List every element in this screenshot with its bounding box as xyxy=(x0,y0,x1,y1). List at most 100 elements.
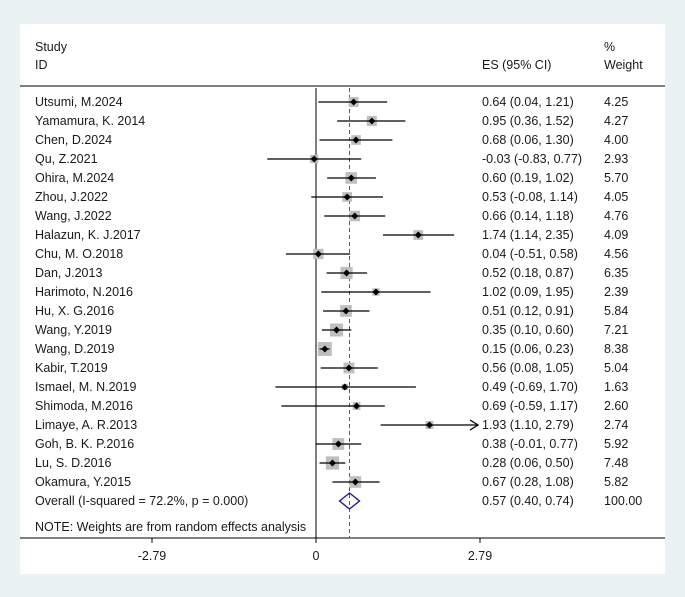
study-label: Wang, J.2022 xyxy=(35,209,112,223)
study-point-estimate xyxy=(321,345,329,353)
study-label: Lu, S. D.2016 xyxy=(35,456,111,470)
study-point-estimate xyxy=(341,383,349,391)
study-weight: 4.09 xyxy=(604,228,628,242)
study-label: Shimoda, M.2016 xyxy=(35,399,133,413)
study-point-estimate xyxy=(310,155,318,163)
study-weight: 5.82 xyxy=(604,475,628,489)
study-point-estimate xyxy=(425,421,433,429)
study-weight: 4.56 xyxy=(604,247,628,261)
study-point-estimate xyxy=(353,402,361,410)
study-weight: 5.84 xyxy=(604,304,628,318)
study-weight: 4.25 xyxy=(604,95,628,109)
header-id: ID xyxy=(35,58,48,72)
study-weight: 1.63 xyxy=(604,380,628,394)
study-weight: 7.48 xyxy=(604,456,628,470)
study-ci: 1.74 (1.14, 2.35) xyxy=(482,228,574,242)
study-ci: 1.02 (0.09, 1.95) xyxy=(482,285,574,299)
ci-arrow-head xyxy=(469,419,480,431)
study-label: Harimoto, N.2016 xyxy=(35,285,133,299)
study-ci: 0.53 (-0.08, 1.14) xyxy=(482,190,578,204)
study-point-estimate xyxy=(343,269,351,277)
study-label: Chu, M. O.2018 xyxy=(35,247,123,261)
study-weight: 2.39 xyxy=(604,285,628,299)
study-weight: 4.05 xyxy=(604,190,628,204)
study-point-estimate xyxy=(351,212,359,220)
study-point-estimate xyxy=(347,174,355,182)
study-ci: 0.15 (0.06, 0.23) xyxy=(482,342,574,356)
study-ci: 0.49 (-0.69, 1.70) xyxy=(482,380,578,394)
forest-plot: Study ID ES (95% CI) % Weight Utsumi, M.… xyxy=(20,40,665,563)
rows-layer: Utsumi, M.2024 0.64 (0.04, 1.21) 4.25 Yamam… xyxy=(35,88,642,563)
study-ci: 0.60 (0.19, 1.02) xyxy=(482,171,574,185)
study-weight: 5.92 xyxy=(604,437,628,451)
header-weight: Weight xyxy=(604,58,643,72)
study-ci: 0.04 (-0.51, 0.58) xyxy=(482,247,578,261)
weights-note: NOTE: Weights are from random effects an… xyxy=(35,520,306,534)
study-weight: 8.38 xyxy=(604,342,628,356)
study-weight: 2.60 xyxy=(604,399,628,413)
study-label: Goh, B. K. P.2016 xyxy=(35,437,134,451)
study-weight: 2.93 xyxy=(604,152,628,166)
study-label: Ohira, M.2024 xyxy=(35,171,114,185)
study-ci: 0.95 (0.36, 1.52) xyxy=(482,114,574,128)
study-label: Limaye, A. R.2013 xyxy=(35,418,137,432)
study-ci: 0.67 (0.28, 1.08) xyxy=(482,475,574,489)
study-weight: 2.74 xyxy=(604,418,628,432)
study-point-estimate xyxy=(368,117,376,125)
study-ci: 0.38 (-0.01, 0.77) xyxy=(482,437,578,451)
study-weight: 4.27 xyxy=(604,114,628,128)
overall-label: Overall (I-squared = 72.2%, p = 0.000) xyxy=(35,494,248,508)
study-label: Zhou, J.2022 xyxy=(35,190,108,204)
study-ci: 1.93 (1.10, 2.79) xyxy=(482,418,574,432)
study-label: Okamura, Y.2015 xyxy=(35,475,131,489)
header-study: Study xyxy=(35,40,68,54)
study-point-estimate xyxy=(334,440,342,448)
study-point-estimate xyxy=(345,364,353,372)
study-ci: 0.56 (0.08, 1.05) xyxy=(482,361,574,375)
study-point-estimate xyxy=(350,98,358,106)
study-label: Wang, Y.2019 xyxy=(35,323,112,337)
study-label: Utsumi, M.2024 xyxy=(35,95,123,109)
study-label: Wang, D.2019 xyxy=(35,342,114,356)
study-weight: 5.04 xyxy=(604,361,628,375)
study-ci: 0.68 (0.06, 1.30) xyxy=(482,133,574,147)
study-point-estimate xyxy=(328,459,336,467)
plot-panel: Study ID ES (95% CI) % Weight Utsumi, M.… xyxy=(20,24,665,574)
study-point-estimate xyxy=(314,250,322,258)
study-label: Halazun, K. J.2017 xyxy=(35,228,141,242)
study-label: Qu, Z.2021 xyxy=(35,152,98,166)
study-ci: 0.64 (0.04, 1.21) xyxy=(482,95,574,109)
overall-diamond xyxy=(338,492,361,510)
study-label: Dan, J.2013 xyxy=(35,266,102,280)
study-ci: 0.66 (0.14, 1.18) xyxy=(482,209,574,223)
overall-weight: 100.00 xyxy=(604,494,642,508)
study-ci: 0.51 (0.12, 0.91) xyxy=(482,304,574,318)
study-label: Hu, X. G.2016 xyxy=(35,304,114,318)
study-point-estimate xyxy=(343,193,351,201)
study-point-estimate xyxy=(333,326,341,334)
study-label: Ismael, M. N.2019 xyxy=(35,380,136,394)
header-percent: % xyxy=(604,40,615,54)
axis-tick-label: -2.79 xyxy=(138,549,167,563)
axis-tick-label: 0 xyxy=(313,549,320,563)
study-weight: 4.76 xyxy=(604,209,628,223)
study-label: Kabir, T.2019 xyxy=(35,361,108,375)
overall-ci: 0.57 (0.40, 0.74) xyxy=(482,494,574,508)
study-point-estimate xyxy=(352,136,360,144)
study-point-estimate xyxy=(372,288,380,296)
study-point-estimate xyxy=(414,231,422,239)
study-ci: 0.35 (0.10, 0.60) xyxy=(482,323,574,337)
study-ci: 0.69 (-0.59, 1.17) xyxy=(482,399,578,413)
header-es: ES (95% CI) xyxy=(482,58,551,72)
study-point-estimate xyxy=(342,307,350,315)
study-point-estimate xyxy=(351,478,359,486)
study-weight: 4.00 xyxy=(604,133,628,147)
study-label: Chen, D.2024 xyxy=(35,133,112,147)
study-ci: 0.52 (0.18, 0.87) xyxy=(482,266,574,280)
study-weight: 5.70 xyxy=(604,171,628,185)
study-weight: 7.21 xyxy=(604,323,628,337)
study-ci: 0.28 (0.06, 0.50) xyxy=(482,456,574,470)
study-label: Yamamura, K. 2014 xyxy=(35,114,145,128)
axis-tick-label: 2.79 xyxy=(468,549,492,563)
study-weight: 6.35 xyxy=(604,266,628,280)
